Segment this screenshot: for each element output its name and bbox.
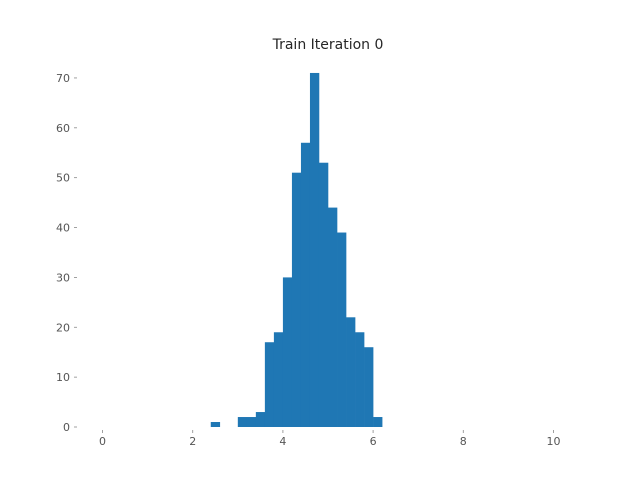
x-tick-label: 6 — [370, 435, 377, 448]
histogram-bar — [309, 72, 320, 428]
histogram-bar — [328, 207, 338, 427]
y-axis: 0 10 20 30 40 50 60 70 — [56, 72, 77, 434]
histogram-bar — [273, 332, 284, 427]
chart-title: Train Iteration 0 — [272, 37, 384, 53]
y-tick-label: 0 — [63, 421, 70, 434]
histogram-bar — [346, 317, 356, 427]
y-tick-label: 20 — [56, 321, 70, 334]
x-axis: 0 2 4 6 8 10 — [99, 430, 560, 448]
histogram-bar — [246, 417, 257, 427]
x-tick-label: 8 — [460, 435, 467, 448]
x-tick-label: 2 — [189, 435, 196, 448]
x-tick-label: 4 — [279, 435, 286, 448]
y-tick-label: 70 — [56, 72, 70, 85]
histogram-bar — [337, 232, 347, 427]
x-tick-label: 0 — [99, 435, 106, 448]
y-tick-label: 50 — [56, 172, 70, 185]
histogram-bar — [255, 412, 266, 427]
histogram-bar — [264, 342, 275, 427]
histogram-bar — [300, 142, 311, 427]
histogram-bar — [291, 172, 302, 427]
y-tick-label: 10 — [56, 371, 70, 384]
histogram-bar — [282, 277, 293, 427]
histogram-bar — [373, 417, 383, 427]
histogram-bar — [210, 422, 221, 427]
histogram-bar — [355, 332, 365, 427]
histogram-bar — [237, 417, 248, 427]
x-tick-label: 10 — [546, 435, 560, 448]
y-tick-label: 60 — [56, 122, 70, 135]
histogram-bars — [210, 72, 383, 428]
y-tick-label: 30 — [56, 271, 70, 284]
histogram-bar — [364, 347, 374, 427]
y-tick-label: 40 — [56, 222, 70, 235]
histogram-bar — [318, 162, 329, 427]
